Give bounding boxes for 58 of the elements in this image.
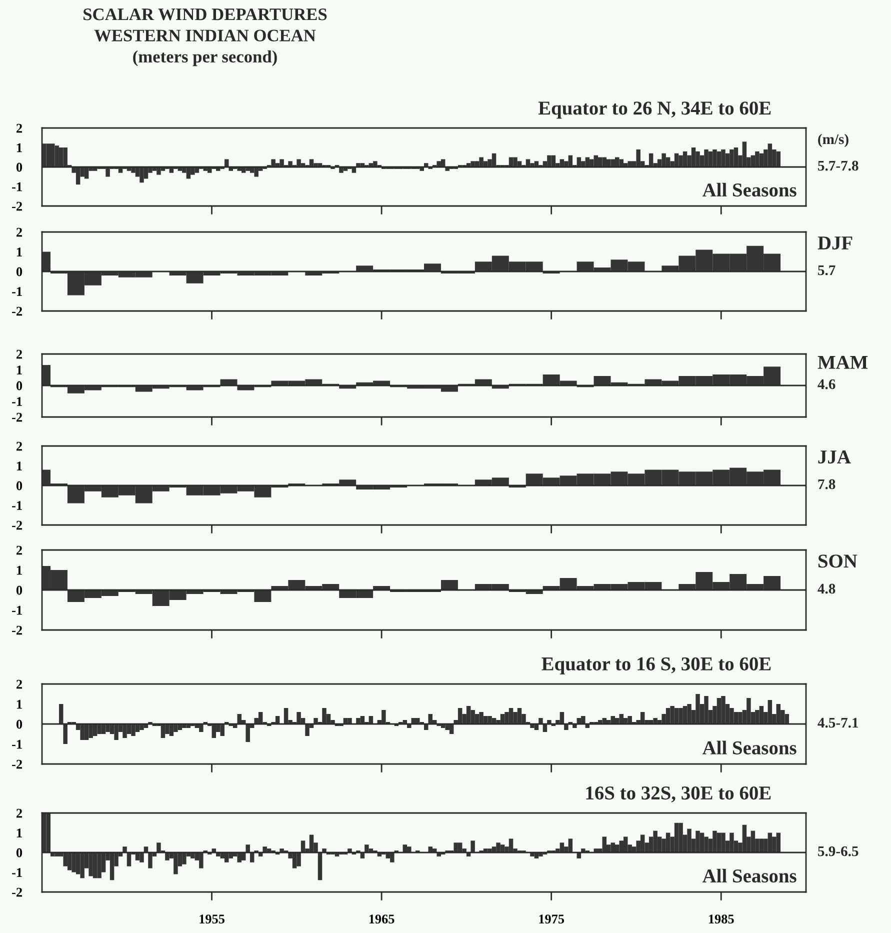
x-tick-label: 1975 (539, 914, 564, 924)
y-tick-label: -2 (12, 760, 22, 769)
chart-subtitle: Equator to 26 N, 34E to 60E (538, 102, 771, 119)
text: 5.9-6.5 (818, 846, 858, 856)
y-tick-label: -1 (12, 287, 22, 296)
text: DJF (818, 236, 852, 250)
y-tick-label: -2 (12, 412, 22, 422)
y-tick-label: -2 (12, 888, 22, 897)
y-tick-label: 2 (16, 680, 22, 689)
y-tick-label: 2 (16, 442, 22, 451)
y-tick-label: -2 (12, 520, 22, 530)
y-tick-label: 1 (17, 143, 22, 152)
y-tick-label: -1 (12, 397, 22, 406)
y-tick-label: -1 (12, 740, 22, 749)
annotation: All Seasons (702, 182, 796, 197)
y-tick-label: 0 (16, 848, 22, 858)
y-tick-label: 0 (16, 381, 22, 390)
text: JJA (818, 450, 851, 464)
y-tick-label: -2 (12, 202, 22, 211)
text: 5.7-7.8 (818, 160, 858, 171)
y-tick-label: -1 (12, 182, 22, 192)
y-tick-label: 2 (16, 350, 22, 359)
x-tick-label: 1965 (369, 914, 394, 924)
text: 4.5-7.1 (818, 718, 858, 728)
y-tick-label: 1 (17, 700, 22, 709)
annotation: All Seasons (702, 868, 796, 883)
y-tick-label: 0 (16, 267, 22, 276)
y-tick-label: -2 (12, 626, 22, 635)
y-tick-label: -1 (12, 501, 22, 510)
y-tick-label: -2 (12, 306, 22, 316)
text: 4.6 (818, 379, 836, 390)
text: 5.7 (818, 265, 836, 276)
y-tick-label: 0 (16, 162, 22, 172)
x-tick-label: 1955 (200, 914, 224, 924)
y-tick-label: 1 (17, 462, 22, 470)
y-tick-label: 1 (17, 248, 22, 256)
x-tick-label: 1985 (708, 914, 734, 924)
chart-title: Equator to 16 S, 30E to 60E (542, 657, 771, 674)
chart-title: 16S to 32S, 30E to 60E (586, 786, 771, 802)
y-tick-label: 2 (16, 228, 22, 237)
y-tick-label: 2 (16, 546, 22, 555)
text: (m/s) (818, 134, 848, 148)
text: SON (818, 554, 858, 568)
y-tick-label: -1 (12, 868, 22, 877)
y-tick-label: 2 (16, 808, 22, 818)
chart-title: SCALAR WIND DEPARTURES WESTERN INDIAN OCEAN (meters per second) (84, 8, 327, 66)
text: 7.8 (818, 479, 836, 490)
y-tick-label: 0 (16, 481, 22, 490)
text: 4.8 (818, 584, 836, 594)
y-tick-label: 0 (16, 720, 22, 729)
y-tick-label: 2 (16, 124, 22, 133)
y-tick-label: 0 (16, 586, 22, 595)
text: MAM (818, 356, 868, 369)
y-tick-label: 1 (17, 828, 22, 838)
y-tick-label: 1 (17, 366, 22, 374)
y-tick-label: 1 (17, 566, 22, 575)
y-tick-label: -1 (12, 606, 22, 615)
annotation: All Seasons (702, 740, 796, 754)
